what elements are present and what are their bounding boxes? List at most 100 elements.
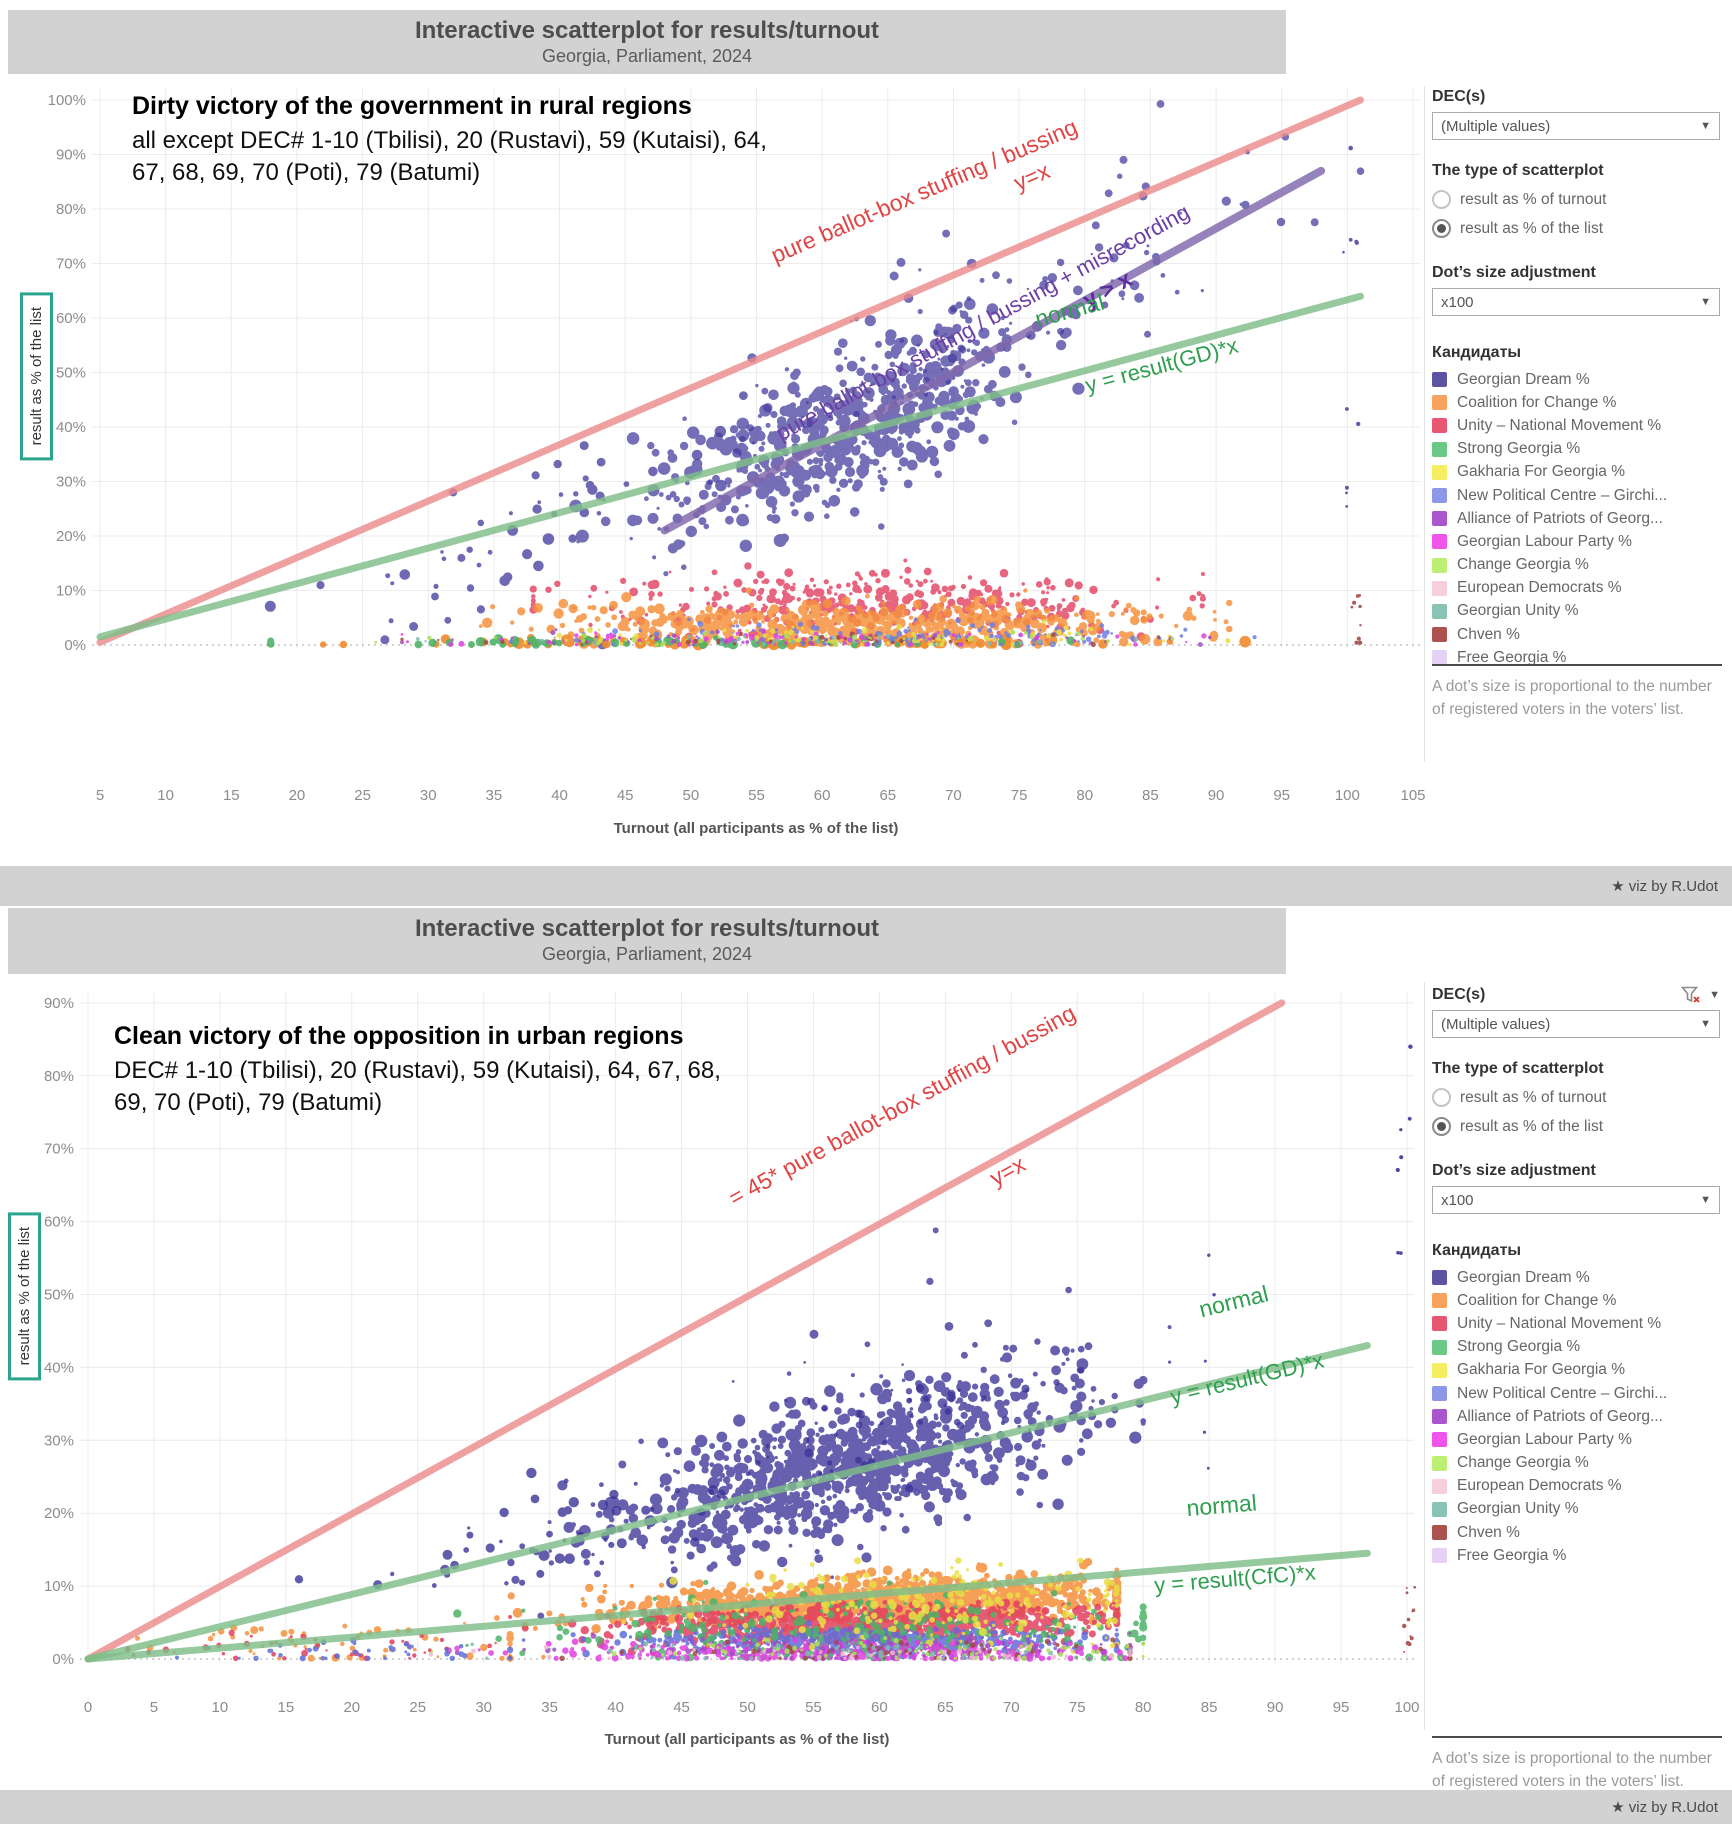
scatter-dot[interactable] xyxy=(316,581,325,590)
scatter-dot[interactable] xyxy=(468,641,475,648)
scatter-dot[interactable] xyxy=(658,1582,665,1588)
scatter-dot[interactable] xyxy=(553,608,564,619)
scatter-dot[interactable] xyxy=(834,1446,843,1455)
scatter-dot[interactable] xyxy=(573,637,579,643)
scatter-dot[interactable] xyxy=(1201,633,1207,639)
scatter-dot[interactable] xyxy=(1359,624,1362,627)
scatter-dot[interactable] xyxy=(1093,637,1100,644)
scatter-dot[interactable] xyxy=(861,627,868,634)
scatter-dot[interactable] xyxy=(928,611,937,621)
scatter-dot[interactable] xyxy=(871,363,879,371)
scatter-dot[interactable] xyxy=(791,1460,798,1467)
scatter-dot[interactable] xyxy=(925,401,935,410)
scatter-dot[interactable] xyxy=(863,372,874,383)
scatter-dot[interactable] xyxy=(608,1541,615,1548)
scatter-dot[interactable] xyxy=(795,1607,799,1612)
scatter-dot[interactable] xyxy=(809,577,815,583)
scatter-dot[interactable] xyxy=(806,1436,815,1445)
scatter-dot[interactable] xyxy=(554,1553,565,1564)
scatter-dot[interactable] xyxy=(1132,609,1141,617)
scatter-dot[interactable] xyxy=(943,633,948,638)
scatter-dot[interactable] xyxy=(266,640,275,648)
scatter-dot[interactable] xyxy=(672,1527,684,1539)
scatter-dot[interactable] xyxy=(973,339,981,346)
legend-item[interactable]: Georgian Unity % xyxy=(1432,600,1720,623)
scatter-dot[interactable] xyxy=(510,620,515,625)
scatter-dot[interactable] xyxy=(771,510,776,514)
scatter-dot[interactable] xyxy=(822,598,833,609)
scatter-dot[interactable] xyxy=(1206,1466,1210,1470)
scatter-dot[interactable] xyxy=(908,622,913,627)
scatter-dot[interactable] xyxy=(1003,1399,1010,1406)
scatter-dot[interactable] xyxy=(913,1457,923,1467)
scatter-dot[interactable] xyxy=(906,1397,912,1404)
scatter-dot[interactable] xyxy=(1041,619,1047,624)
scatter-dot[interactable] xyxy=(828,585,833,590)
scatter-dot[interactable] xyxy=(623,481,630,487)
scatter-dot[interactable] xyxy=(708,1485,719,1496)
scatter-dot[interactable] xyxy=(750,640,753,643)
scatter-dot[interactable] xyxy=(833,1522,838,1527)
scatter-dot[interactable] xyxy=(767,619,778,630)
scatter-dot[interactable] xyxy=(972,1473,977,1479)
scatter-dot[interactable] xyxy=(1042,1598,1050,1606)
scatter-dot[interactable] xyxy=(995,1447,1001,1452)
scatter-dot[interactable] xyxy=(676,1519,686,1530)
scatter-dot[interactable] xyxy=(960,583,967,590)
scatter-dot[interactable] xyxy=(597,1594,606,1604)
scatter-dot[interactable] xyxy=(673,495,680,503)
scatter-dot[interactable] xyxy=(806,458,814,465)
scatter-dot[interactable] xyxy=(1006,633,1012,639)
scatter-dot[interactable] xyxy=(912,599,922,609)
scatter-dot[interactable] xyxy=(890,378,895,383)
scatter-dot[interactable] xyxy=(612,628,618,635)
scatter-dot[interactable] xyxy=(906,373,915,382)
scatter-dot[interactable] xyxy=(546,1610,553,1617)
scatter-dot[interactable] xyxy=(1040,614,1048,622)
scatter-dot[interactable] xyxy=(840,451,846,457)
scatter-dot[interactable] xyxy=(1044,607,1051,614)
scatter-dot[interactable] xyxy=(1056,629,1062,636)
scatter-dot[interactable] xyxy=(1072,382,1085,395)
scatter-dot[interactable] xyxy=(1179,634,1184,638)
scatter-dot[interactable] xyxy=(814,603,819,608)
scatter-dot[interactable] xyxy=(579,441,589,451)
scatter-dot[interactable] xyxy=(665,1452,671,1458)
scatter-dot[interactable] xyxy=(715,629,720,634)
scatter-dot[interactable] xyxy=(903,558,908,563)
scatter-dot[interactable] xyxy=(399,569,411,580)
scatter-dot[interactable] xyxy=(1111,1392,1118,1400)
scatter-dot[interactable] xyxy=(1239,635,1251,648)
scatter-dot[interactable] xyxy=(691,449,703,461)
scatter-dot[interactable] xyxy=(879,477,888,486)
scatter-dot[interactable] xyxy=(754,635,760,641)
scatter-dot[interactable] xyxy=(899,638,904,644)
scatter-dot[interactable] xyxy=(1002,1344,1009,1351)
scatter-dot[interactable] xyxy=(766,1454,775,1464)
scatter-dot[interactable] xyxy=(1005,601,1010,607)
scatter-dot[interactable] xyxy=(938,1439,943,1444)
scatter-dot[interactable] xyxy=(1070,1373,1080,1383)
scatter-dot[interactable] xyxy=(427,635,432,641)
legend-item[interactable]: Unity – National Movement % xyxy=(1432,414,1720,437)
scatter-dot[interactable] xyxy=(732,642,737,646)
scatter-dot[interactable] xyxy=(711,1471,717,1477)
scatter-dot[interactable] xyxy=(563,1506,573,1515)
scatter-dot[interactable] xyxy=(937,357,941,361)
scatter-dot[interactable] xyxy=(838,631,843,636)
scatter-dot[interactable] xyxy=(763,605,769,610)
scatter-dot[interactable] xyxy=(1046,330,1051,335)
scatter-dot[interactable] xyxy=(1358,594,1362,597)
scatter-dot[interactable] xyxy=(892,387,904,399)
scatter-dot[interactable] xyxy=(955,1462,960,1468)
scatter-dot[interactable] xyxy=(1077,1367,1085,1374)
scatter-dot[interactable] xyxy=(880,568,890,578)
scatter-dot[interactable] xyxy=(719,617,729,627)
scatter-dot[interactable] xyxy=(648,590,655,598)
scatter-dot[interactable] xyxy=(825,634,828,637)
scatter-dot[interactable] xyxy=(594,616,601,622)
scatter-dot[interactable] xyxy=(722,628,727,633)
scatter-dot[interactable] xyxy=(870,637,873,640)
scatter-dot[interactable] xyxy=(1041,590,1046,595)
scatter-dot[interactable] xyxy=(554,628,558,632)
